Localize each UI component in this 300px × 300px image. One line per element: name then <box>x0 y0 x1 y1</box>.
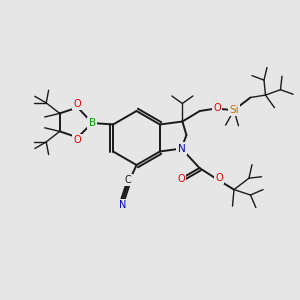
Text: O: O <box>73 99 81 110</box>
Text: O: O <box>213 103 221 113</box>
Text: B: B <box>88 118 96 128</box>
Text: O: O <box>177 174 185 184</box>
Text: O: O <box>73 135 81 146</box>
Text: N: N <box>119 200 126 210</box>
Text: O: O <box>215 172 223 183</box>
Text: C: C <box>125 175 131 185</box>
Text: N: N <box>178 143 185 154</box>
Text: Si: Si <box>229 105 239 115</box>
